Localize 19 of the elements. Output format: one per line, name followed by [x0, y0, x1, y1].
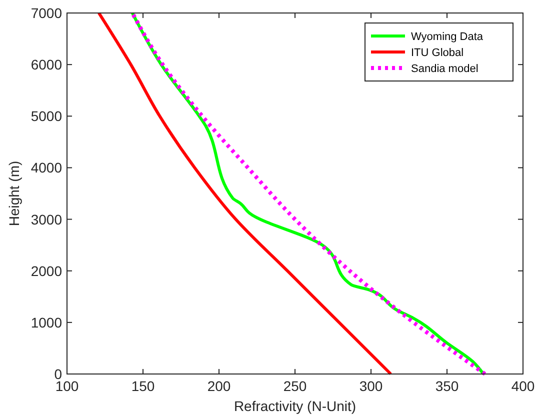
y-tick-label: 2000: [30, 262, 62, 279]
x-axis-title: Refractivity (N-Unit): [234, 398, 356, 414]
y-tick-label: 4000: [30, 160, 62, 176]
legend-label: ITU Global: [411, 47, 464, 59]
line-series: [97, 12, 392, 376]
y-tick-label: 1000: [30, 314, 62, 330]
x-tick-label: 300: [359, 378, 383, 394]
x-tick-label: 200: [207, 378, 231, 394]
y-tick-label: 5000: [30, 108, 62, 124]
legend-label: Wyoming Data: [411, 31, 484, 43]
x-tick-label: 150: [131, 378, 155, 394]
y-axis-title: Height (m): [6, 160, 22, 226]
x-tick-label: 350: [435, 378, 459, 394]
y-tick-label: 7000: [30, 5, 62, 21]
legend-label: Sandia model: [411, 63, 478, 75]
y-tick-label: 3000: [30, 211, 62, 228]
x-tick-label: 400: [511, 378, 535, 394]
x-tick-label: 250: [283, 378, 307, 394]
y-tick-label: 6000: [30, 56, 62, 73]
